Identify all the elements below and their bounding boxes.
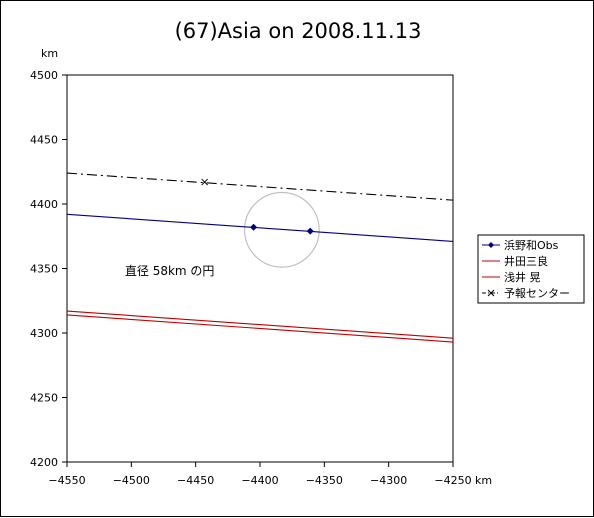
x-unit-label: km xyxy=(475,474,492,487)
series-point-diamond xyxy=(306,227,314,235)
legend-marker-cross xyxy=(487,289,495,297)
legend-label-3: 予報センター xyxy=(504,287,570,300)
chart-title: (67)Asia on 2008.11.13 xyxy=(174,19,422,43)
x-tick-label: −4500 xyxy=(113,474,150,487)
circle-annotation: 直径 58km の円 xyxy=(125,264,215,278)
plot-area xyxy=(66,74,454,463)
y-tick-label: 4500 xyxy=(30,69,58,82)
y-tick-label: 4250 xyxy=(30,392,58,405)
y-tick-label: 4400 xyxy=(30,198,58,211)
legend-label-1: 井田三良 xyxy=(504,254,548,268)
x-tick-label: −4350 xyxy=(306,474,343,487)
y-unit-label: km xyxy=(41,47,58,60)
y-tick-label: 4450 xyxy=(30,134,58,147)
series-line-2 xyxy=(66,314,454,343)
x-tick-label: −4250 xyxy=(434,474,471,487)
x-tick-label: −4450 xyxy=(177,474,214,487)
y-tick-label: 4300 xyxy=(30,327,58,340)
diameter-circle xyxy=(243,191,320,268)
legend-box xyxy=(477,234,585,304)
y-tick-label: 4350 xyxy=(30,263,58,276)
x-tick-label: −4550 xyxy=(48,474,85,487)
series-line-1 xyxy=(66,310,454,339)
x-tick-label: −4300 xyxy=(370,474,407,487)
series-line-0 xyxy=(66,213,454,242)
y-tick-label: 4200 xyxy=(30,456,58,469)
legend-label-2: 浅井 晃 xyxy=(504,270,541,284)
series-point-diamond xyxy=(250,223,258,231)
x-tick-label: −4400 xyxy=(241,474,278,487)
series-line-3 xyxy=(66,172,454,201)
series-point-cross xyxy=(201,178,209,186)
legend-marker-diamond xyxy=(488,242,494,248)
legend-label-0: 浜野和Obs xyxy=(504,239,559,252)
